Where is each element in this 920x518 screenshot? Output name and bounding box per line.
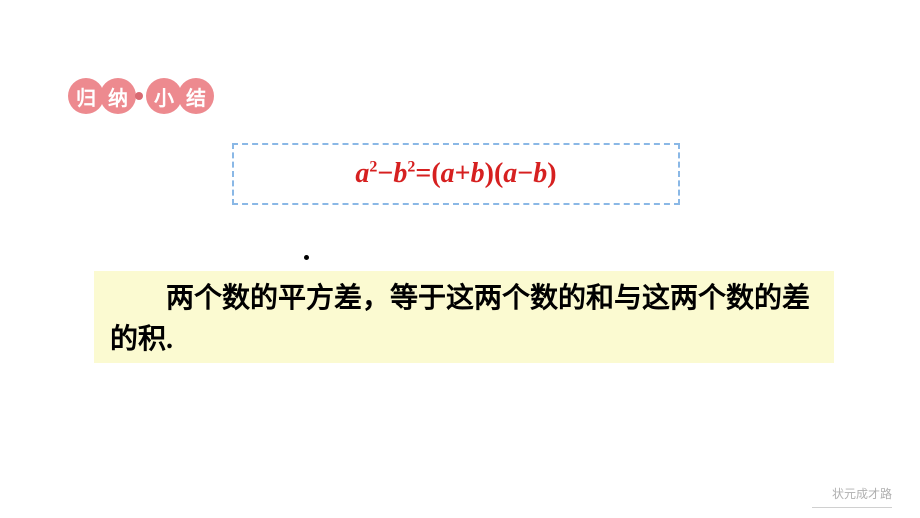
op-minus-1: − bbox=[377, 158, 393, 189]
badge-char-2: 纳 bbox=[100, 78, 136, 114]
lparen-1: ( bbox=[431, 158, 440, 189]
summary-badge: 归 纳 小 结 bbox=[68, 78, 210, 114]
op-eq: = bbox=[415, 158, 431, 189]
op-plus: + bbox=[455, 158, 471, 189]
var-b: b bbox=[393, 158, 407, 189]
description-box: 两个数的平方差，等于这两个数的和与这两个数的差的积. bbox=[94, 271, 834, 363]
footer-line bbox=[812, 507, 892, 508]
decorative-dot bbox=[304, 255, 309, 260]
rparen-2: ) bbox=[547, 158, 556, 189]
op-minus-2: − bbox=[517, 158, 533, 189]
badge-char-3: 小 bbox=[146, 78, 182, 114]
lparen-2: ( bbox=[494, 158, 503, 189]
description-text: 两个数的平方差，等于这两个数的和与这两个数的差的积. bbox=[110, 279, 818, 360]
formula-box: a2−b2=(a+b)(a−b) bbox=[232, 143, 680, 205]
difference-of-squares-formula: a2−b2=(a+b)(a−b) bbox=[355, 158, 556, 190]
rparen-1: ) bbox=[485, 158, 494, 189]
var-a-3: a bbox=[503, 158, 517, 189]
badge-char-4: 结 bbox=[178, 78, 214, 114]
badge-dot bbox=[135, 92, 143, 100]
footer-watermark: 状元成才路 bbox=[832, 485, 892, 502]
badge-char-1: 归 bbox=[68, 78, 104, 114]
var-a-2: a bbox=[441, 158, 455, 189]
var-b-3: b bbox=[533, 158, 547, 189]
var-a: a bbox=[355, 158, 369, 189]
var-b-2: b bbox=[471, 158, 485, 189]
